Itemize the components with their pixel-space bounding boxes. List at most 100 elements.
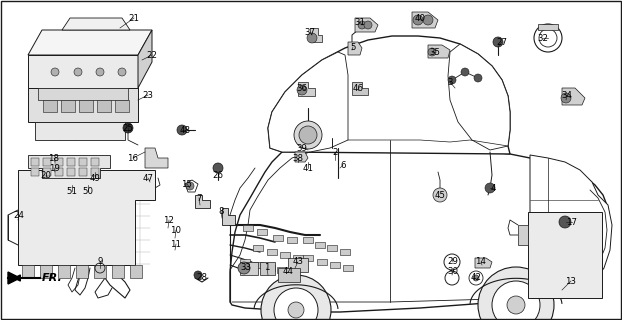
Text: 43: 43 [292, 258, 304, 267]
Text: 12: 12 [164, 215, 175, 225]
Text: 42: 42 [470, 274, 481, 283]
Text: 16: 16 [128, 154, 139, 163]
Text: 28: 28 [197, 274, 208, 283]
Polygon shape [230, 140, 610, 312]
Text: 24: 24 [14, 211, 24, 220]
Circle shape [474, 74, 482, 82]
Polygon shape [327, 245, 337, 251]
Text: 31: 31 [355, 18, 366, 27]
Polygon shape [273, 235, 283, 241]
Polygon shape [303, 237, 313, 243]
Polygon shape [43, 100, 57, 112]
Polygon shape [267, 249, 277, 255]
Polygon shape [343, 265, 353, 271]
Circle shape [123, 123, 133, 133]
Text: 37: 37 [305, 28, 315, 36]
Circle shape [194, 271, 202, 279]
Circle shape [559, 216, 571, 228]
Text: 41: 41 [302, 164, 313, 172]
Polygon shape [268, 52, 348, 152]
Circle shape [74, 68, 82, 76]
Text: 50: 50 [83, 187, 93, 196]
Polygon shape [315, 242, 325, 248]
Polygon shape [79, 168, 87, 176]
Polygon shape [295, 152, 308, 162]
Circle shape [294, 121, 322, 149]
Polygon shape [528, 212, 602, 298]
Polygon shape [268, 36, 510, 154]
Polygon shape [243, 225, 253, 231]
Text: 40: 40 [414, 13, 425, 22]
Polygon shape [145, 148, 168, 168]
Text: 45: 45 [435, 190, 445, 199]
Polygon shape [61, 100, 75, 112]
Polygon shape [76, 265, 88, 278]
Text: 11: 11 [170, 239, 182, 249]
Circle shape [118, 68, 126, 76]
Text: 46: 46 [353, 84, 363, 92]
Polygon shape [352, 82, 368, 95]
Text: 2: 2 [332, 148, 338, 156]
Polygon shape [538, 24, 558, 30]
Circle shape [433, 188, 447, 202]
Circle shape [96, 68, 104, 76]
Text: 39: 39 [297, 143, 307, 153]
Polygon shape [79, 100, 93, 112]
Text: 34: 34 [562, 91, 572, 100]
Circle shape [561, 93, 571, 103]
Polygon shape [287, 237, 297, 243]
Text: 20: 20 [40, 171, 52, 180]
Polygon shape [115, 100, 129, 112]
Polygon shape [518, 225, 528, 245]
Circle shape [238, 262, 250, 274]
Polygon shape [55, 168, 63, 176]
Circle shape [492, 281, 540, 320]
Polygon shape [257, 229, 267, 235]
Circle shape [413, 15, 423, 25]
Text: 19: 19 [49, 164, 60, 172]
Polygon shape [67, 158, 75, 166]
Polygon shape [240, 259, 250, 265]
Text: 3: 3 [447, 77, 453, 86]
Polygon shape [67, 168, 75, 176]
Polygon shape [260, 262, 275, 275]
Polygon shape [265, 265, 275, 271]
Text: 47: 47 [142, 173, 154, 182]
Text: 13: 13 [565, 276, 577, 285]
Polygon shape [130, 265, 142, 278]
Polygon shape [288, 258, 308, 272]
Polygon shape [58, 265, 70, 278]
Polygon shape [562, 88, 585, 105]
Circle shape [507, 296, 525, 314]
Text: 8: 8 [218, 206, 224, 215]
Text: 29: 29 [448, 258, 458, 267]
Polygon shape [35, 122, 125, 140]
Text: 6: 6 [340, 161, 346, 170]
Circle shape [358, 21, 366, 29]
Text: 5: 5 [350, 43, 356, 52]
Text: 4: 4 [490, 183, 496, 193]
Circle shape [177, 125, 187, 135]
Polygon shape [348, 42, 362, 55]
Circle shape [448, 76, 456, 84]
Polygon shape [253, 262, 263, 268]
Polygon shape [8, 272, 20, 284]
Circle shape [473, 275, 479, 281]
Text: 14: 14 [475, 258, 486, 267]
Polygon shape [240, 262, 258, 275]
Polygon shape [43, 168, 51, 176]
Text: 22: 22 [147, 51, 157, 60]
Polygon shape [62, 18, 130, 30]
Text: 7: 7 [197, 194, 202, 203]
Text: 17: 17 [567, 218, 577, 227]
Polygon shape [448, 44, 510, 150]
Polygon shape [31, 168, 39, 176]
Polygon shape [97, 100, 111, 112]
Circle shape [485, 183, 495, 193]
Circle shape [299, 126, 317, 144]
Text: 10: 10 [170, 226, 182, 235]
Polygon shape [31, 158, 39, 166]
Polygon shape [355, 18, 378, 32]
Polygon shape [340, 249, 350, 255]
Polygon shape [195, 195, 210, 208]
